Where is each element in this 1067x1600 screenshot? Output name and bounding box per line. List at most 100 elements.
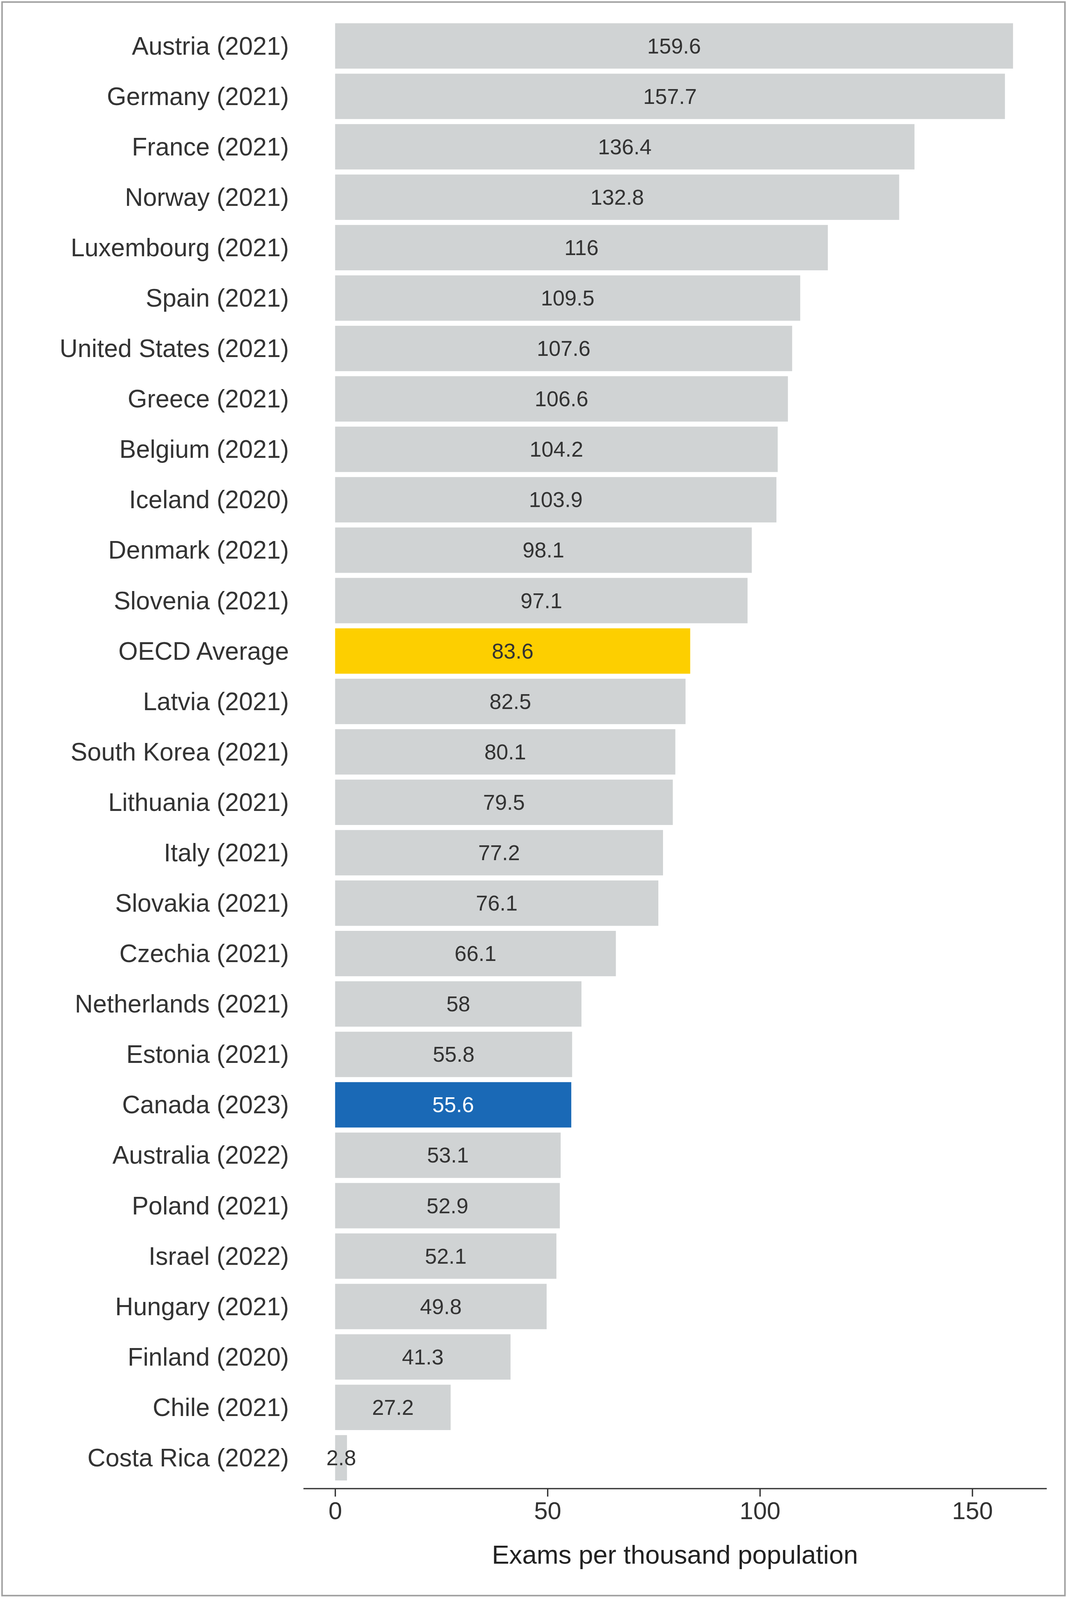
category-label: Italy (2021) [163,838,289,867]
category-label: Costa Rica (2022) [87,1444,290,1473]
data-label: 80.1 [484,739,527,765]
x-axis: 0 50 100 150 [303,1488,1048,1525]
bar [335,880,659,926]
data-label: 66.1 [454,941,497,966]
bar [335,1031,573,1078]
tick-label: 50 [534,1497,562,1525]
bar [335,1082,572,1128]
tick: 100 [739,1488,781,1525]
data-label: 27.2 [371,1395,414,1420]
bar [335,1132,561,1178]
bar [335,779,673,826]
category-label: Poland (2021) [131,1192,289,1221]
bar [335,174,900,220]
category-label: Chile (2021) [152,1393,290,1422]
bar [335,931,617,977]
data-label: 55.8 [432,1042,475,1067]
category-label: Lithuania (2021) [108,788,290,817]
tick-label: 100 [739,1497,781,1525]
data-label: 107.6 [536,336,591,361]
data-label: 82.5 [489,689,532,714]
category-label: France (2021) [132,132,290,161]
category-label: Czechia (2021) [119,939,289,968]
bar [335,275,801,321]
bar [335,1334,511,1380]
category-label: South Korea (2021) [70,738,290,767]
data-label: 49.8 [420,1294,462,1320]
tick: 150 [952,1488,994,1525]
tick: 0 [328,1488,343,1525]
tick-label: 0 [328,1497,343,1525]
bar [335,23,1014,69]
data-label: 83.6 [491,639,534,664]
tick-mark [546,1488,549,1497]
data-label: 77.2 [478,840,521,866]
category-label: OECD Average [118,637,289,666]
bar [335,1385,451,1431]
bar [335,1284,547,1330]
data-label: 58 [446,991,471,1017]
data-label: 76.1 [475,891,518,916]
category-label: Slovakia (2021) [115,889,290,918]
bar [335,830,664,876]
tick-mark [971,1488,973,1497]
data-label: 98.1 [522,537,565,563]
category-label: Hungary (2021) [115,1292,290,1321]
data-label: 157.7 [643,84,697,109]
category-label: Germany (2021) [106,82,289,111]
data-label: 116 [564,235,599,260]
data-label: 2.8 [326,1445,356,1471]
axis-line [303,1488,1048,1490]
data-label: 106.6 [534,386,589,412]
category-label: Netherlands (2021) [75,990,290,1019]
data-label: 103.9 [529,487,583,512]
tick-mark [759,1488,761,1497]
data-label: 132.8 [590,185,644,210]
data-label: 97.1 [520,588,563,614]
data-label: 79.5 [482,790,525,815]
tick: 50 [534,1488,562,1525]
category-label: Latvia (2021) [142,687,290,716]
category-label: Estonia (2021) [126,1040,289,1069]
category-label: Iceland (2020) [128,485,289,514]
bar [335,325,793,372]
bar [335,477,777,523]
category-label: Australia (2022) [112,1141,290,1170]
chart: Austria (2021) Germany (2021) France (2021… [0,0,1067,1600]
bar [335,577,748,624]
bar [335,729,676,775]
frame [1,1,1066,1597]
bar [335,376,789,422]
bar [335,426,778,472]
category-label: Luxembourg (2021) [70,233,290,262]
category-label: Norway (2021) [125,183,290,212]
data-label: 55.6 [432,1092,475,1118]
category-label: Canada (2023) [122,1090,290,1119]
bar [335,124,915,170]
data-label: 41.3 [402,1345,444,1370]
data-label: 52.1 [425,1244,467,1269]
tick-label: 150 [952,1497,994,1525]
data-label: 53.1 [427,1143,469,1168]
x-axis-title: Exams per thousand population [491,1540,858,1570]
bars [335,23,1014,1482]
data-label: 104.2 [529,437,583,462]
bar [335,628,691,674]
category-label: Belgium (2021) [119,435,289,464]
bar [335,527,753,573]
bar [335,1233,557,1280]
category-label: Denmark (2021) [108,536,290,565]
category-label: Austria (2021) [132,32,290,61]
data-label: 159.6 [647,33,701,59]
category-label: Slovenia (2021) [113,586,289,615]
category-label: Finland (2020) [127,1343,290,1372]
bar [335,1183,560,1229]
data-label: 52.9 [426,1193,469,1219]
category-label: Greece (2021) [127,384,290,413]
bar [335,679,686,725]
category-labels: Austria (2021) Germany (2021) France (2021… [59,32,289,1473]
bar [335,73,1005,120]
bar [335,225,828,271]
bar [335,981,582,1027]
data-label: 109.5 [540,285,595,311]
